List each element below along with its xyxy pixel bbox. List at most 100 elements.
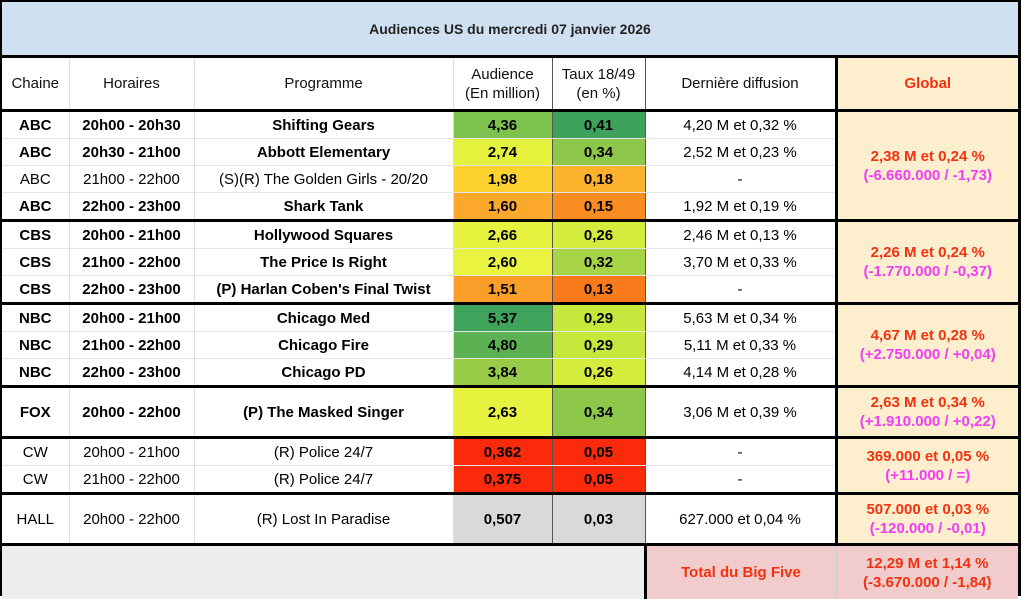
cell-derniere: 3,06 M et 0,39 % — [645, 387, 836, 438]
cell-taux: 0,13 — [552, 276, 645, 304]
cell-chaine: NBC — [2, 304, 69, 332]
global-cell-nbc: 4,67 M et 0,28 %(+2.750.000 / +0,04) — [836, 304, 1018, 387]
cell-horaires: 20h30 - 21h00 — [69, 139, 194, 166]
cell-audience: 0,375 — [453, 466, 552, 494]
cell-audience: 0,362 — [453, 438, 552, 466]
cell-derniere: 5,63 M et 0,34 % — [645, 304, 836, 332]
header-audience-line2: (En million) — [465, 85, 540, 102]
cell-chaine: FOX — [2, 387, 69, 438]
cell-taux: 0,41 — [552, 111, 645, 139]
global-main: 2,38 M et 0,24 % — [838, 147, 1019, 166]
header-audience-line1: Audience — [471, 66, 534, 83]
cell-taux: 0,03 — [552, 494, 645, 545]
cell-taux: 0,29 — [552, 332, 645, 359]
header-taux-line2: (en %) — [576, 85, 620, 102]
cell-audience: 1,60 — [453, 193, 552, 221]
cell-audience: 2,63 — [453, 387, 552, 438]
cell-programme: Shifting Gears — [194, 111, 453, 139]
global-diff: (+1.910.000 / +0,22) — [838, 412, 1019, 431]
cell-chaine: ABC — [2, 166, 69, 193]
cell-programme: (P) Harlan Coben's Final Twist — [194, 276, 453, 304]
cell-audience: 1,51 — [453, 276, 552, 304]
header-horaires: Horaires — [69, 58, 194, 111]
footer-blank — [2, 545, 645, 599]
global-diff: (-6.660.000 / -1,73) — [838, 166, 1019, 185]
cell-horaires: 21h00 - 22h00 — [69, 466, 194, 494]
cell-horaires: 20h00 - 21h00 — [69, 438, 194, 466]
cell-taux: 0,26 — [552, 359, 645, 387]
cell-derniere: 5,11 M et 0,33 % — [645, 332, 836, 359]
cell-chaine: CBS — [2, 276, 69, 304]
cell-taux: 0,34 — [552, 139, 645, 166]
cell-audience: 4,80 — [453, 332, 552, 359]
cell-programme: Chicago Med — [194, 304, 453, 332]
cell-programme: Shark Tank — [194, 193, 453, 221]
cell-taux: 0,05 — [552, 466, 645, 494]
cell-horaires: 21h00 - 22h00 — [69, 249, 194, 276]
cell-programme: (R) Police 24/7 — [194, 438, 453, 466]
sheet-title: Audiences US du mercredi 07 janvier 2026 — [2, 2, 1018, 58]
cell-horaires: 20h00 - 22h00 — [69, 494, 194, 545]
cell-derniere: - — [645, 438, 836, 466]
global-main: 2,26 M et 0,24 % — [838, 243, 1019, 262]
cell-audience: 0,507 — [453, 494, 552, 545]
cell-taux: 0,26 — [552, 221, 645, 249]
cell-derniere: 4,20 M et 0,32 % — [645, 111, 836, 139]
header-programme: Programme — [194, 58, 453, 111]
cell-programme: Chicago Fire — [194, 332, 453, 359]
cell-horaires: 22h00 - 23h00 — [69, 193, 194, 221]
global-cell-hall: 507.000 et 0,03 %(-120.000 / -0,01) — [836, 494, 1018, 545]
cell-chaine: CW — [2, 466, 69, 494]
cell-programme: (S)(R) The Golden Girls - 20/20 — [194, 166, 453, 193]
global-cell-cw: 369.000 et 0,05 %(+11.000 / =) — [836, 438, 1018, 494]
cell-horaires: 21h00 - 22h00 — [69, 166, 194, 193]
cell-audience: 2,74 — [453, 139, 552, 166]
cell-horaires: 20h00 - 20h30 — [69, 111, 194, 139]
header-taux-line1: Taux 18/49 — [562, 66, 635, 83]
total-main: 12,29 M et 1,14 % — [837, 554, 1019, 573]
total-label: Total du Big Five — [645, 545, 836, 599]
header-global: Global — [836, 58, 1018, 111]
total-diff: (-3.670.000 / -1,84) — [837, 573, 1019, 592]
cell-horaires: 20h00 - 21h00 — [69, 304, 194, 332]
header-audience: Audience (En million) — [453, 58, 552, 111]
header-derniere: Dernière diffusion — [645, 58, 836, 111]
cell-audience: 2,66 — [453, 221, 552, 249]
cell-derniere: 1,92 M et 0,19 % — [645, 193, 836, 221]
cell-horaires: 22h00 - 23h00 — [69, 359, 194, 387]
cell-horaires: 20h00 - 22h00 — [69, 387, 194, 438]
cell-taux: 0,29 — [552, 304, 645, 332]
cell-chaine: NBC — [2, 332, 69, 359]
cell-audience: 1,98 — [453, 166, 552, 193]
global-main: 2,63 M et 0,34 % — [838, 393, 1019, 412]
global-diff: (-1.770.000 / -0,37) — [838, 262, 1019, 281]
cell-chaine: CBS — [2, 221, 69, 249]
cell-chaine: NBC — [2, 359, 69, 387]
cell-programme: (R) Lost In Paradise — [194, 494, 453, 545]
cell-chaine: ABC — [2, 139, 69, 166]
cell-programme: Chicago PD — [194, 359, 453, 387]
audience-table: Chaine Horaires Programme Audience(En mi… — [2, 58, 1018, 599]
global-cell-abc: 2,38 M et 0,24 %(-6.660.000 / -1,73) — [836, 111, 1018, 221]
cell-chaine: ABC — [2, 111, 69, 139]
cell-derniere: 2,52 M et 0,23 % — [645, 139, 836, 166]
cell-taux: 0,18 — [552, 166, 645, 193]
cell-derniere: 4,14 M et 0,28 % — [645, 359, 836, 387]
cell-chaine: HALL — [2, 494, 69, 545]
cell-derniere: 2,46 M et 0,13 % — [645, 221, 836, 249]
global-cell-cbs: 2,26 M et 0,24 %(-1.770.000 / -0,37) — [836, 221, 1018, 304]
cell-derniere: - — [645, 466, 836, 494]
cell-derniere: - — [645, 276, 836, 304]
global-diff: (+11.000 / =) — [838, 466, 1019, 485]
cell-programme: Hollywood Squares — [194, 221, 453, 249]
header-taux: Taux 18/49 (en %) — [552, 58, 645, 111]
global-diff: (+2.750.000 / +0,04) — [838, 345, 1019, 364]
global-diff: (-120.000 / -0,01) — [838, 519, 1019, 538]
